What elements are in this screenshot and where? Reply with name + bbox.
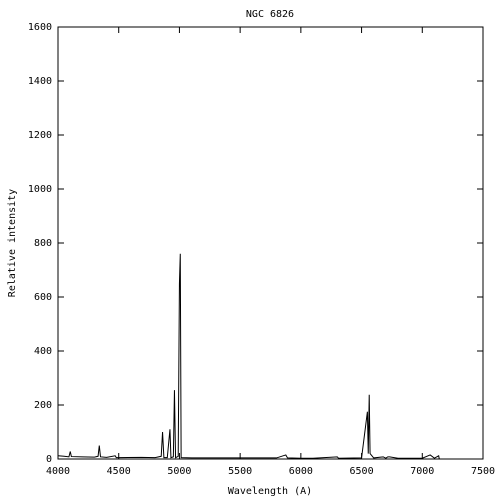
x-tick-label: 4000 (46, 466, 70, 477)
x-tick-label: 7000 (410, 466, 434, 477)
x-tick-label: 4500 (107, 466, 131, 477)
y-tick-label: 0 (46, 454, 52, 465)
chart-title: NGC 6826 (246, 9, 294, 20)
y-tick-label: 1200 (28, 130, 52, 141)
plot-border (57, 26, 484, 460)
x-tick-label: 6500 (350, 466, 374, 477)
y-tick-label: 800 (34, 238, 52, 249)
y-tick-label: 200 (34, 400, 52, 411)
y-tick-label: 1400 (28, 76, 52, 87)
spectrum-line (57, 253, 440, 460)
y-tick-label: 400 (34, 346, 52, 357)
y-tick-label: 1600 (28, 22, 52, 33)
x-tick-label: 6000 (289, 466, 313, 477)
x-tick-label: 5500 (228, 466, 252, 477)
y-tick-label: 600 (34, 292, 52, 303)
x-tick-label: 7500 (471, 466, 495, 477)
y-axis-label: Relative intensity (7, 189, 18, 297)
x-tick-label: 5000 (167, 466, 191, 477)
y-tick-label: 1000 (28, 184, 52, 195)
x-axis-label: Wavelength (A) (228, 486, 312, 497)
